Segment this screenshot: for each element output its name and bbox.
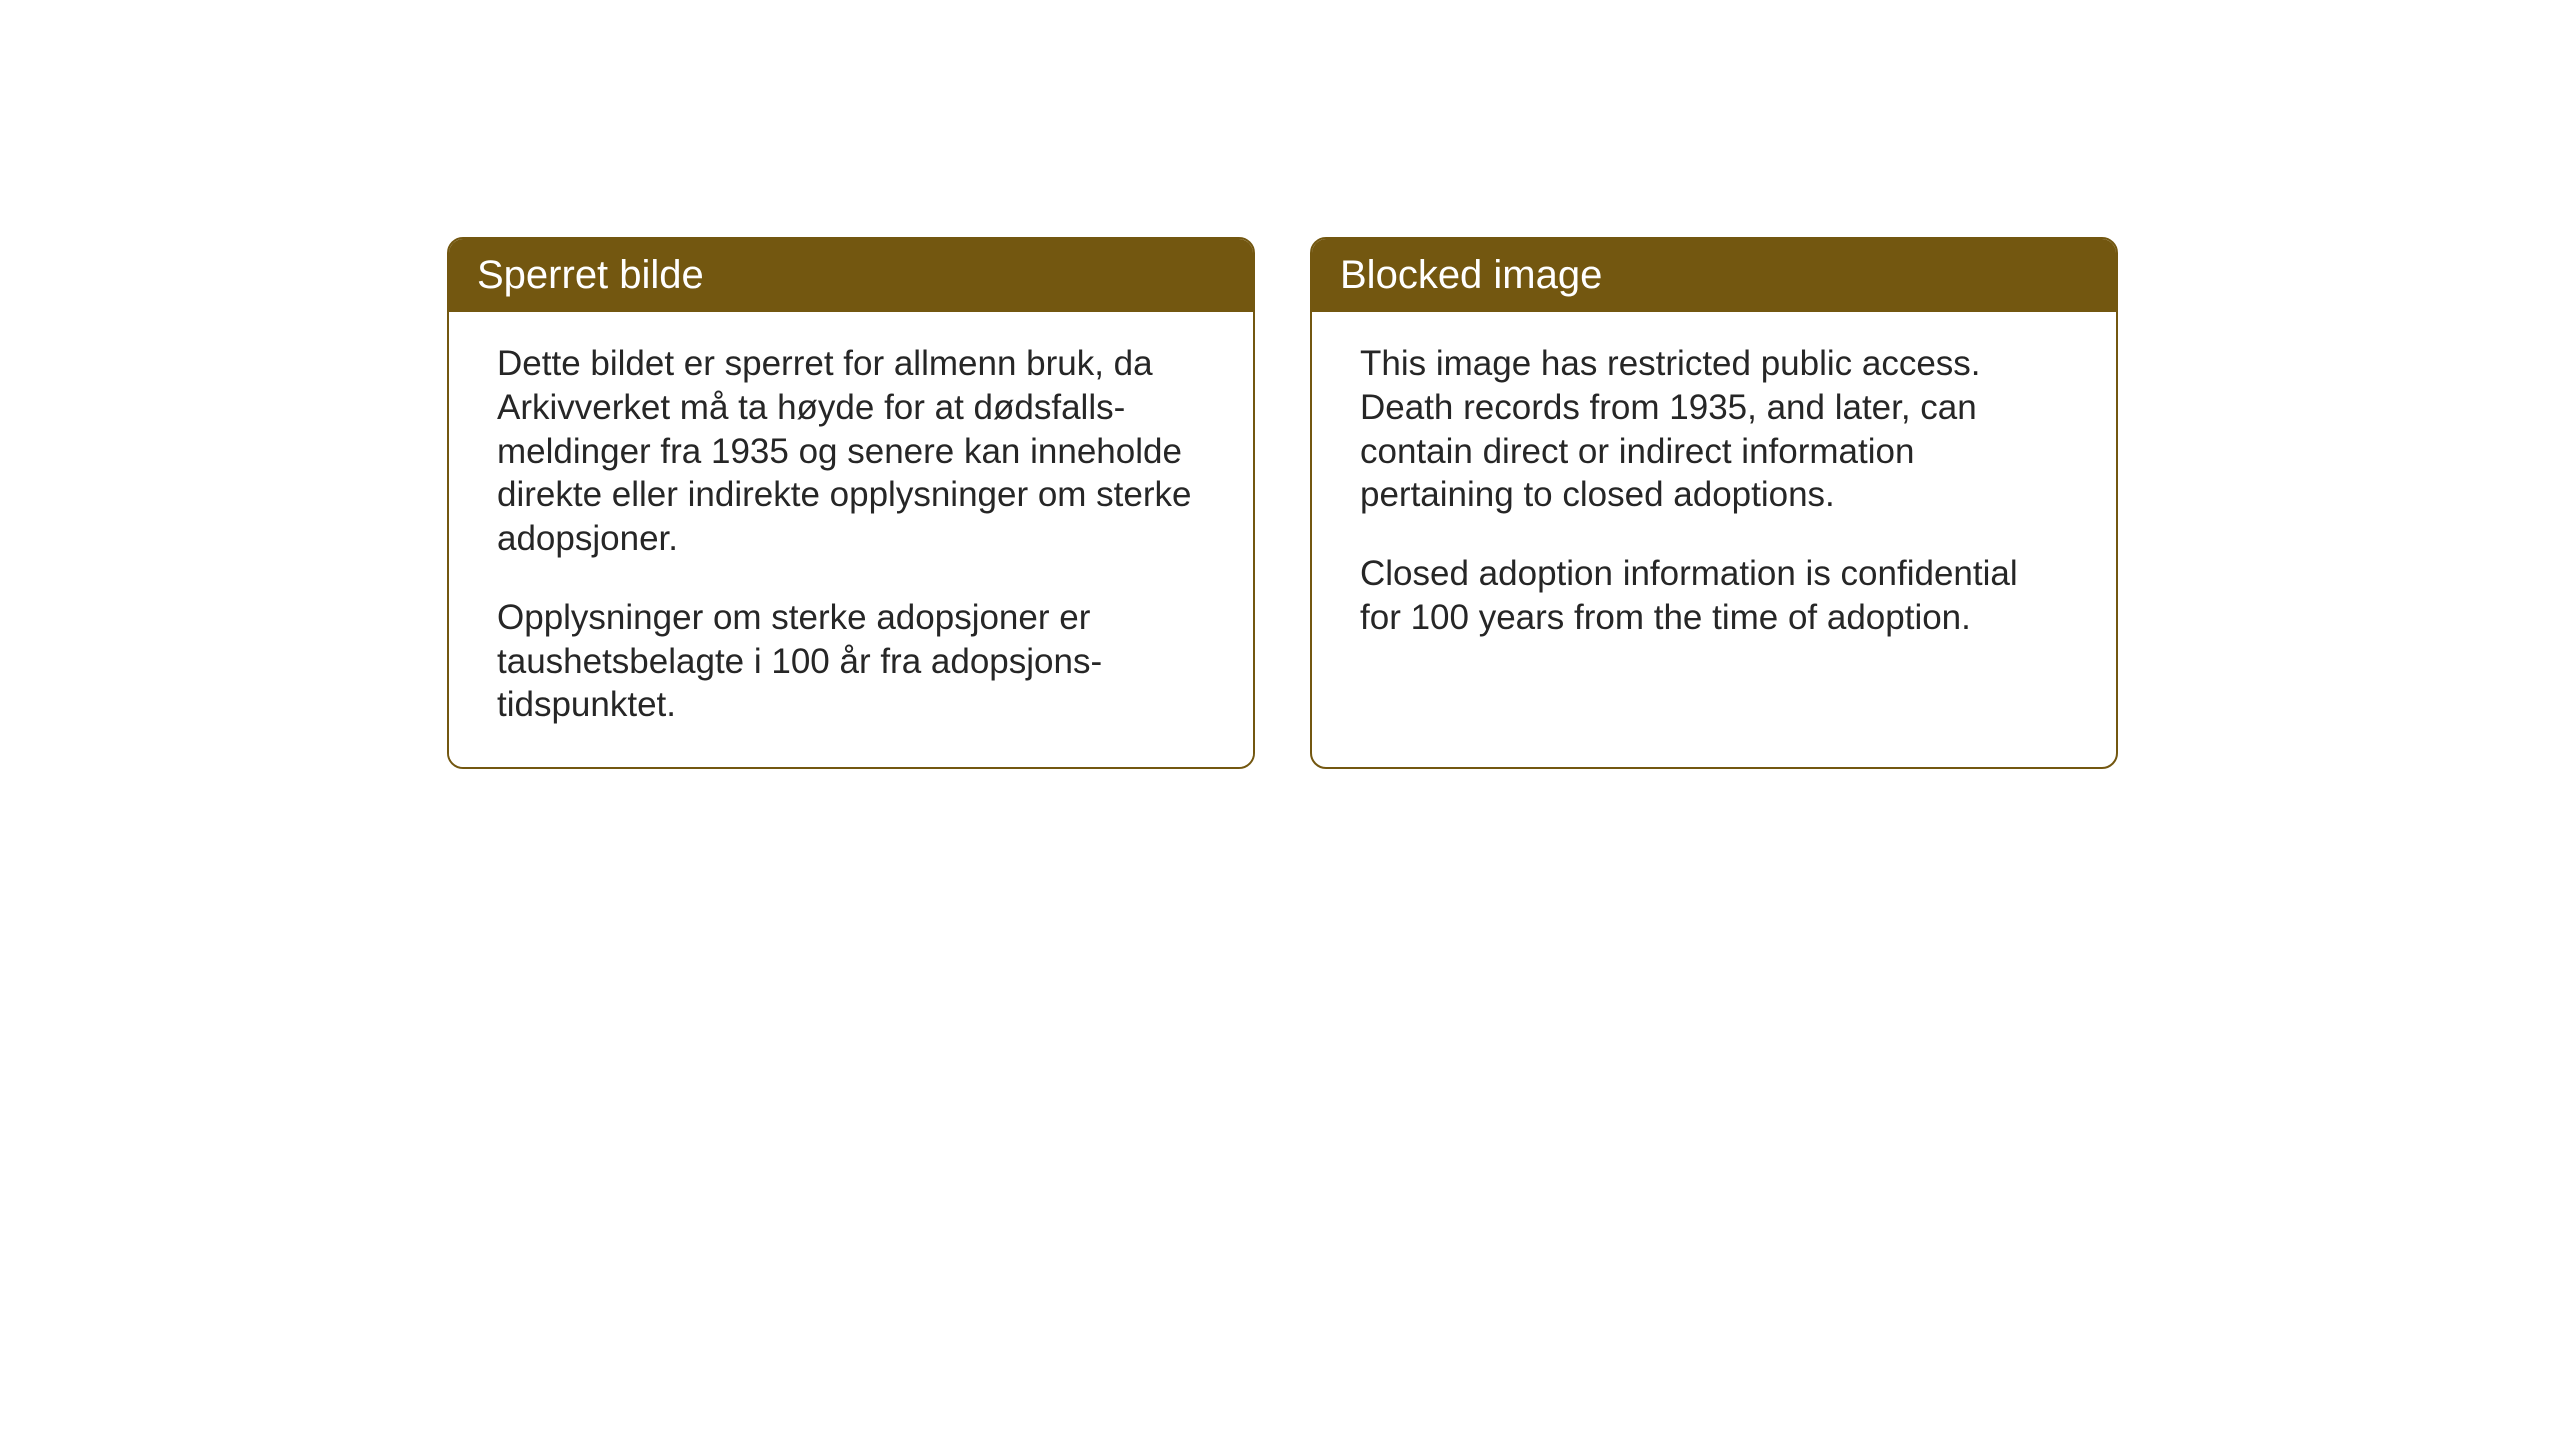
norwegian-card-title: Sperret bilde [449,239,1253,312]
norwegian-card-body: Dette bildet er sperret for allmenn bruk… [449,312,1253,767]
notice-cards-container: Sperret bilde Dette bildet er sperret fo… [447,237,2118,769]
english-paragraph-2: Closed adoption information is confident… [1360,552,2068,640]
norwegian-paragraph-2: Opplysninger om sterke adopsjoner er tau… [497,596,1205,727]
norwegian-notice-card: Sperret bilde Dette bildet er sperret fo… [447,237,1255,769]
english-paragraph-1: This image has restricted public access.… [1360,342,2068,517]
english-notice-card: Blocked image This image has restricted … [1310,237,2118,769]
english-card-body: This image has restricted public access.… [1312,312,2116,752]
english-card-title: Blocked image [1312,239,2116,312]
norwegian-paragraph-1: Dette bildet er sperret for allmenn bruk… [497,342,1205,561]
